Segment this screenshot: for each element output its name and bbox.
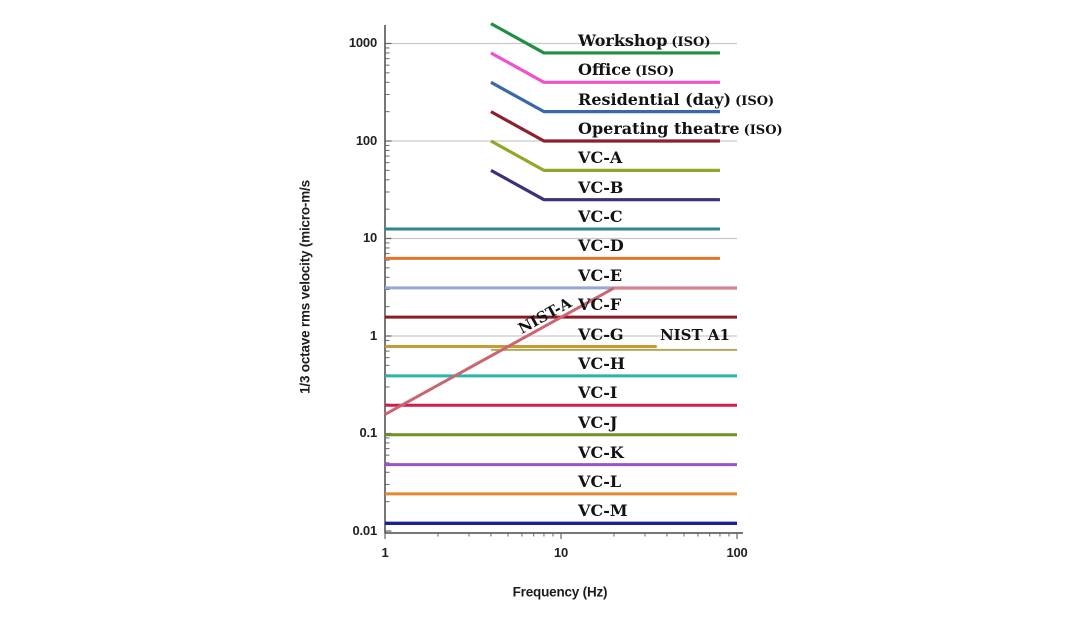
curve-label-vc-e: VC-E: [578, 266, 623, 286]
curve-label-text-vc-k: VC-K: [578, 442, 624, 462]
curve-office-iso: [490, 51, 720, 84]
curve-label-text-workshop-iso: Workshop: [578, 31, 668, 51]
y-tick-label-0.1: 0.1: [359, 425, 378, 440]
curve-label-text-vc-e: VC-E: [578, 266, 623, 286]
curve-label-vc-l: VC-L: [578, 472, 622, 492]
x-tick-label-100: 100: [726, 545, 748, 560]
curve-label-vc-g: VC-G: [578, 324, 624, 344]
curve-label-text-residential-day-iso: Residential (day): [578, 89, 732, 109]
curve-label-text-vc-j: VC-J: [578, 412, 618, 432]
curve-label-text-vc-a: VC-A: [578, 148, 623, 168]
curve-label-workshop-iso: Workshop (ISO): [578, 31, 711, 51]
curve-label-text-vc-g: VC-G: [578, 324, 624, 344]
y-tick-label-10: 10: [362, 230, 377, 245]
curve-label-text-vc-f: VC-F: [578, 295, 622, 315]
curve-label-text-vc-m: VC-M: [578, 501, 628, 521]
curve-label-suffix-workshop-iso: (ISO): [671, 35, 711, 51]
curve-label-vc-d: VC-D: [578, 236, 624, 256]
curve-label-suffix-operating-theatre-iso: (ISO): [743, 123, 783, 139]
curve-label-text-office-iso: Office: [578, 60, 632, 80]
curve-label-text-vc-h: VC-H: [578, 354, 625, 374]
y-tick-label-100: 100: [355, 132, 377, 148]
curve-label-vc-c: VC-C: [578, 207, 623, 227]
curve-label-suffix-office-iso: (ISO): [635, 64, 675, 80]
curve-label-text-nist-a1: NIST A1: [659, 325, 730, 344]
curve-label-vc-m: VC-M: [578, 503, 628, 520]
curve-nist-a-rising: [384, 286, 615, 416]
x-tick-label-1: 1: [381, 545, 389, 560]
curve-label-residential-day-iso: Residential (day) (ISO): [578, 89, 775, 109]
curve-label-nist-a1: NIST A1: [660, 327, 730, 344]
curve-label-text-vc-i: VC-I: [578, 383, 618, 403]
curve-label-text-vc-b: VC-B: [578, 177, 624, 197]
curve-label-vc-j: VC-J: [578, 412, 618, 432]
curve-operating-theatre-iso: [490, 110, 720, 143]
curve-label-office-iso: Office (ISO): [578, 60, 675, 80]
curve-label-vc-h: VC-H: [578, 354, 625, 374]
curve-vc-a: [490, 139, 720, 172]
y-tick-label-1000: 1000: [348, 35, 377, 50]
curve-label-vc-a: VC-A: [578, 148, 623, 168]
curve-vc-b: [490, 168, 720, 202]
curve-label-text-vc-c: VC-C: [578, 207, 623, 227]
y-tick-label-0.01: 0.01: [352, 522, 377, 538]
curve-label-suffix-residential-day-iso: (ISO): [735, 93, 775, 109]
x-axis-title: Frequency (Hz): [512, 584, 608, 600]
curve-label-operating-theatre-iso: Operating theatre (ISO): [578, 119, 783, 139]
curve-label-vc-i: VC-I: [578, 385, 617, 402]
curve-label-text-vc-l: VC-L: [578, 472, 622, 492]
curve-label-text-vc-d: VC-D: [578, 236, 624, 256]
y-tick-label-1: 1: [369, 327, 377, 343]
curve-residential-day-iso: [490, 80, 720, 114]
x-tick-label-10: 10: [553, 545, 569, 560]
curve-label-vc-k: VC-K: [578, 442, 624, 462]
curve-label-text-operating-theatre-iso: Operating theatre: [578, 119, 740, 139]
curve-label-vc-f: VC-F: [578, 295, 622, 315]
curve-label-vc-b: VC-B: [578, 177, 624, 197]
y-axis-title: 1/3 octave rms velocity (micro-m/s: [297, 180, 313, 394]
curve-workshop-iso: [490, 22, 720, 55]
